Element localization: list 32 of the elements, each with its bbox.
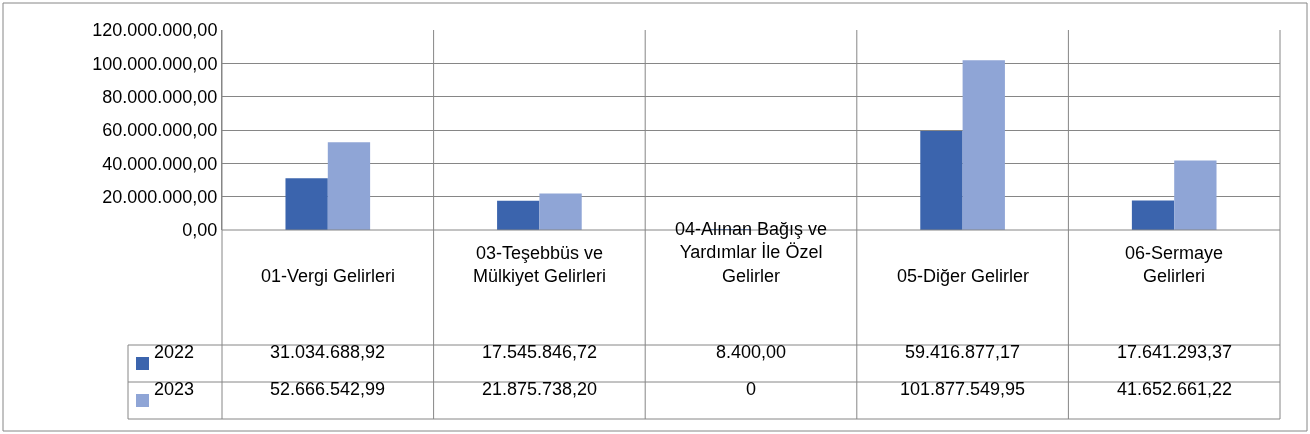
bar (539, 193, 582, 230)
data-label: 8.400,00 (716, 342, 787, 362)
legend-label: 2022 (154, 342, 195, 362)
y-tick-label: 0,00 (182, 220, 218, 241)
bar (962, 60, 1005, 230)
data-label: 17.641.293,37 (1117, 342, 1233, 362)
y-tick-label: 80.000.000,00 (102, 86, 218, 107)
bar (285, 178, 328, 230)
bar (327, 142, 371, 230)
bar (1174, 160, 1217, 230)
data-label: 0 (746, 379, 757, 399)
x-tick-label: 06-Sermaye Gelirleri (1125, 243, 1224, 287)
y-tick-label: 100.000.000,00 (92, 53, 218, 74)
data-label: 52.666.542,99 (270, 379, 386, 399)
data-label: 21.875.738,20 (482, 379, 598, 399)
y-tick-label: 20.000.000,00 (102, 186, 218, 207)
x-tick-label: 03-Teşebbüs ve Mülkiyet Gelirleri (473, 243, 607, 287)
data-label: 41.652.661,22 (1117, 379, 1233, 399)
bar (1131, 200, 1175, 230)
y-tick-label: 120.000.000,00 (92, 20, 218, 41)
bar (920, 130, 963, 230)
x-tick-label: 05-Diğer Gelirler (897, 266, 1030, 286)
y-tick-label: 40.000.000,00 (102, 153, 218, 174)
data-label: 31.034.688,92 (270, 342, 386, 362)
data-label: 59.416.877,17 (905, 342, 1021, 362)
y-tick-label: 60.000.000,00 (102, 120, 218, 141)
x-tick-label: 01-Vergi Gelirleri (261, 266, 396, 286)
bar (497, 200, 540, 230)
x-tick-label: 04-Alınan Bağış ve Yardımlar İle Özel Gelirler (675, 219, 828, 286)
data-label: 17.545.846,72 (482, 342, 598, 362)
data-label: 101.877.549,95 (900, 379, 1026, 399)
legend-label: 2023 (154, 379, 195, 399)
